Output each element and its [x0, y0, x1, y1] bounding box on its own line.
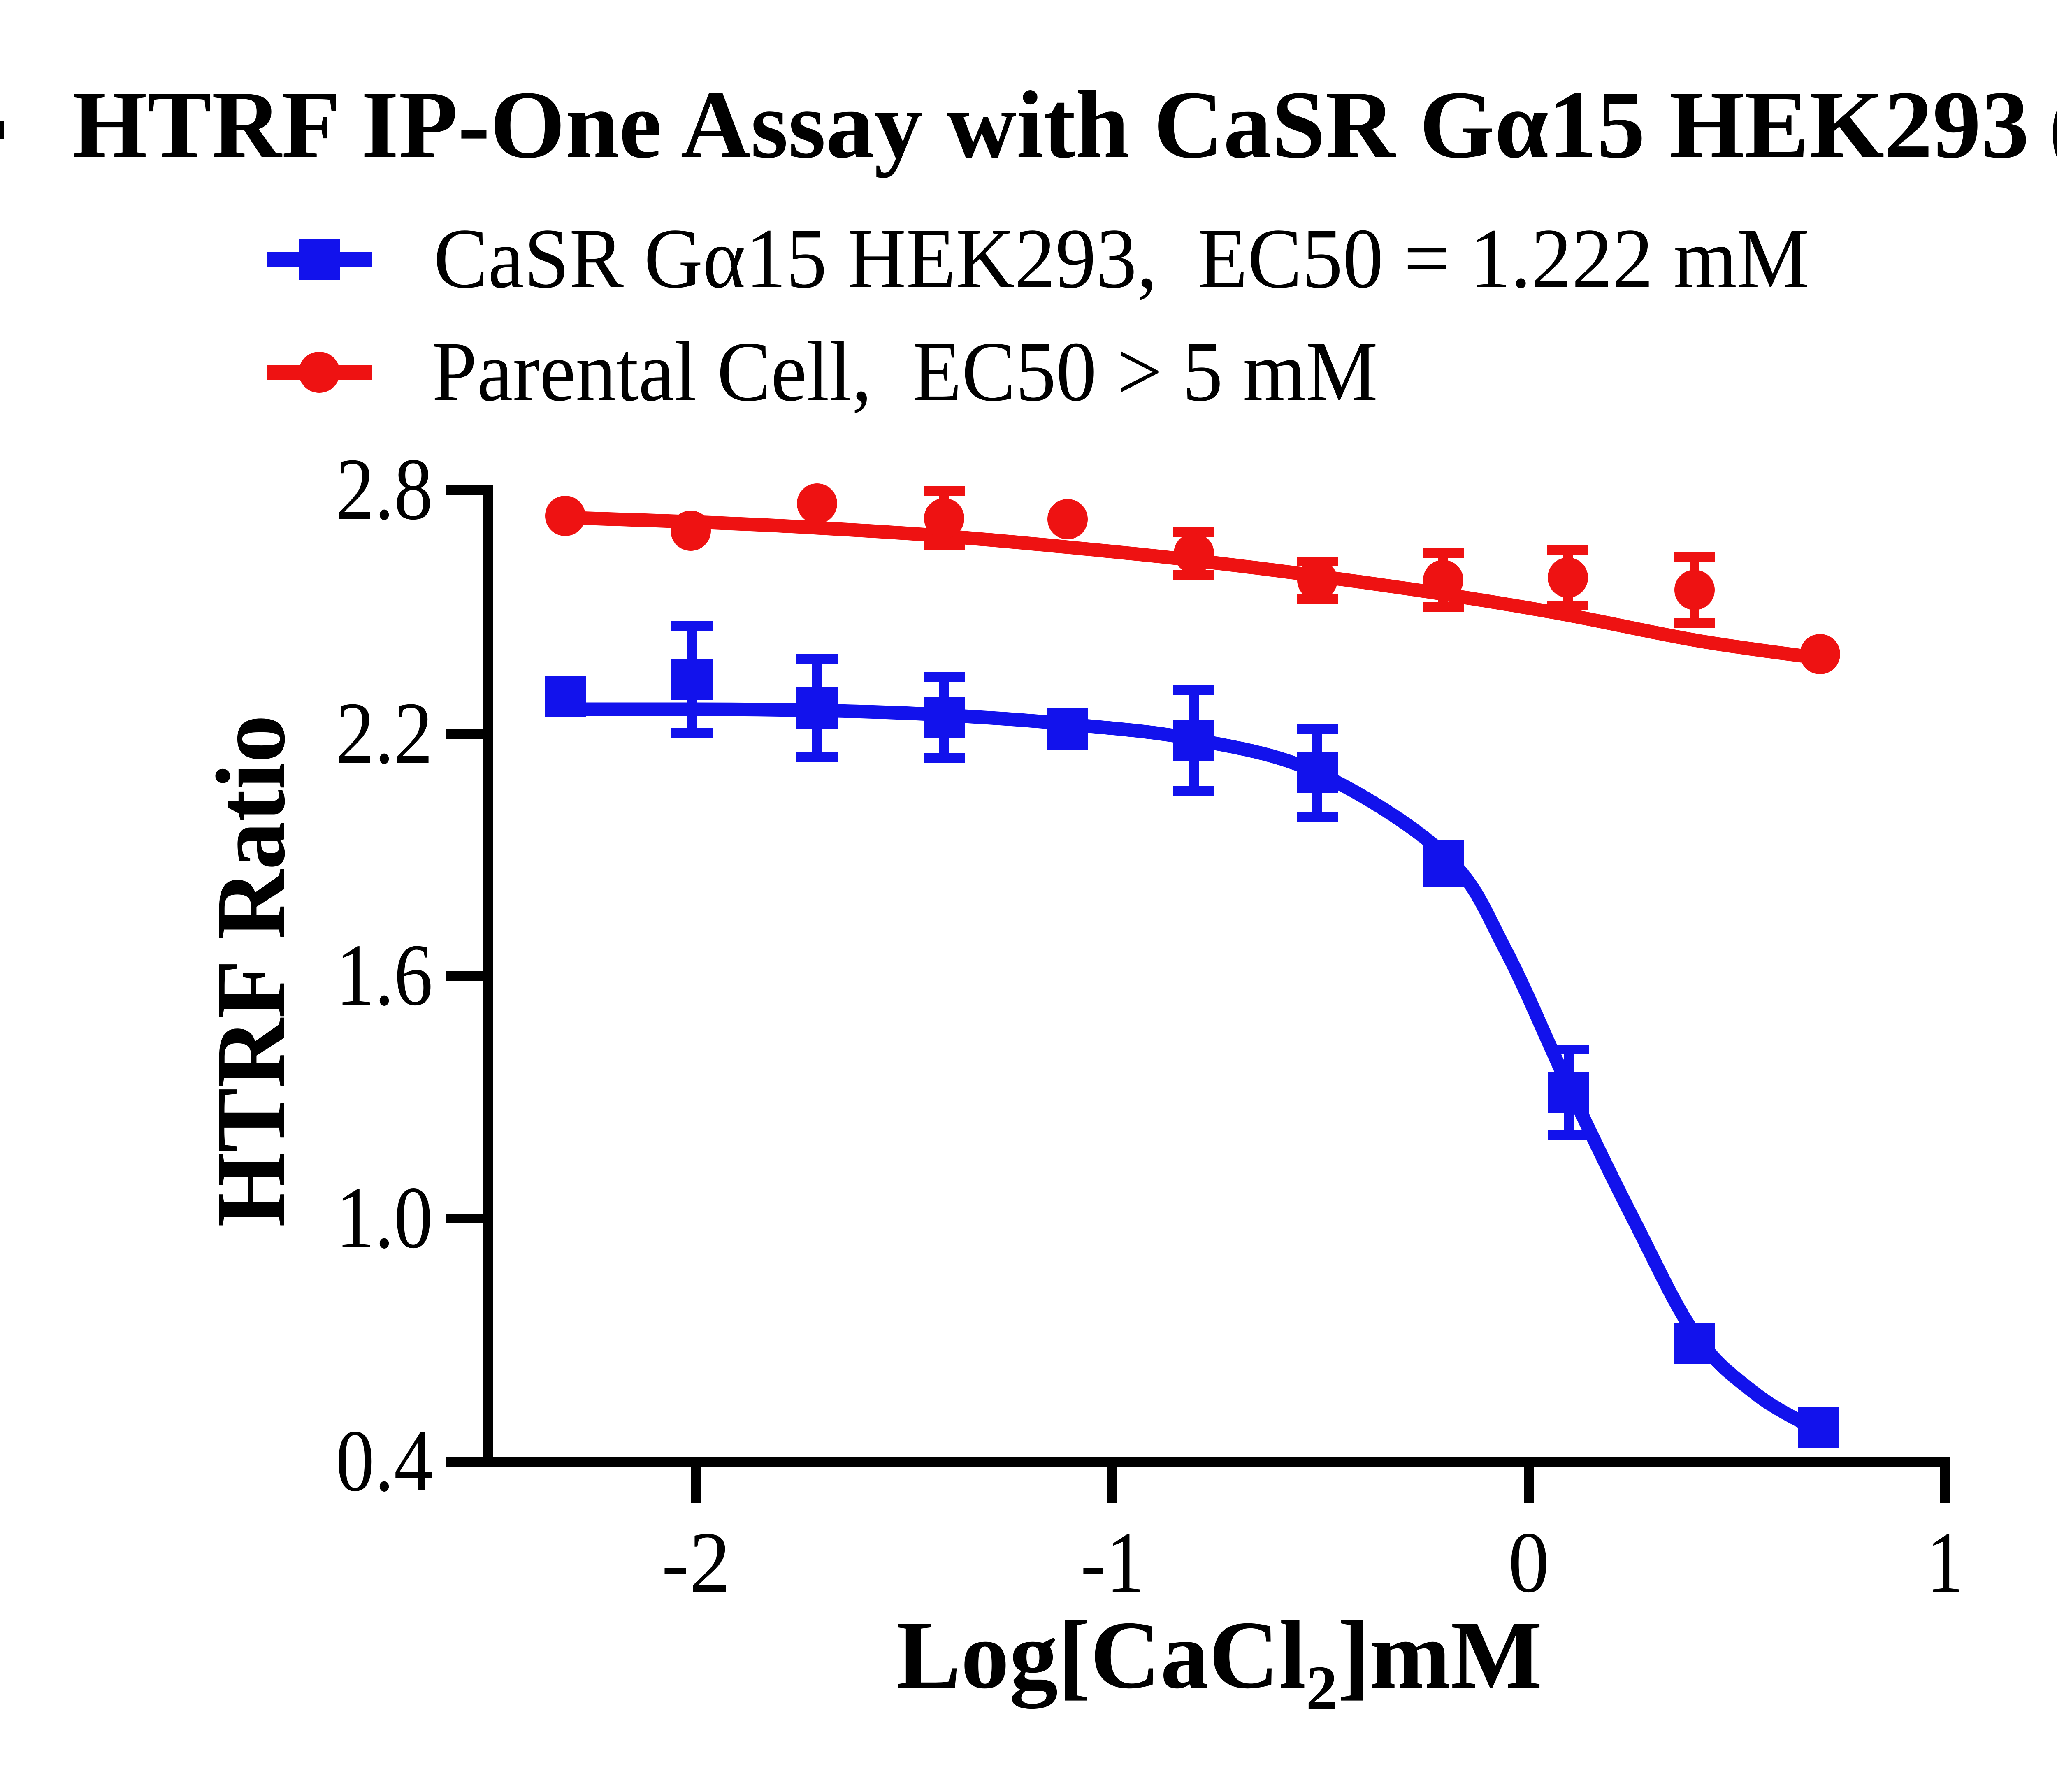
svg-text:HTRF Ratio: HTRF Ratio — [196, 715, 305, 1227]
svg-text:0.4: 0.4 — [336, 1411, 433, 1510]
svg-text:1.0: 1.0 — [336, 1168, 433, 1267]
svg-text:1.6: 1.6 — [336, 926, 433, 1024]
svg-text:2.8: 2.8 — [336, 440, 433, 538]
svg-text:Log[CaCl2]mM: Log[CaCl2]mM — [896, 1602, 1542, 1723]
svg-text:-1: -1 — [1081, 1514, 1145, 1611]
svg-text:HTRF IP-One Assay with CaSR Gα: HTRF IP-One Assay with CaSR Gα15 HEK293 … — [72, 71, 2057, 178]
svg-text:CaSR Gα15 HEK293, EC50 = 1.222: CaSR Gα15 HEK293, EC50 = 1.222 mM — [434, 211, 1809, 306]
svg-text:-2: -2 — [662, 1514, 731, 1611]
svg-text:0: 0 — [1508, 1514, 1549, 1611]
svg-text:Parental Cell, EC50 > 5 mM: Parental Cell, EC50 > 5 mM — [432, 324, 1378, 419]
svg-text:1: 1 — [1927, 1514, 1964, 1611]
svg-text:2.2: 2.2 — [336, 684, 433, 782]
